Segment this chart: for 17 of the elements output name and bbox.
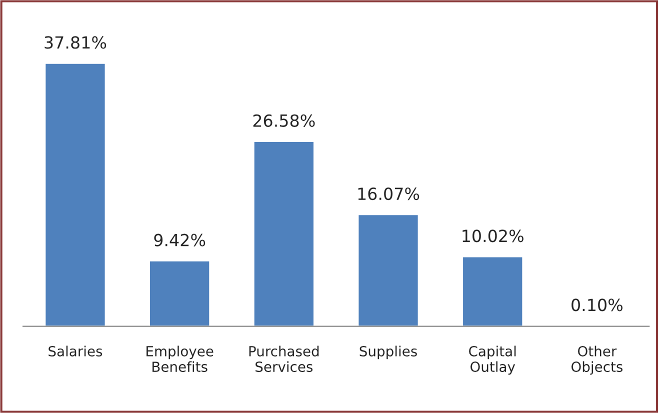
data-label: 0.10% bbox=[572, 298, 622, 312]
x-tick-label: Purchased Services bbox=[249, 346, 319, 372]
x-tick-label: Supplies bbox=[360, 346, 417, 360]
x-tick-label: Salaries bbox=[48, 346, 102, 356]
data-label: 10.02% bbox=[462, 230, 524, 242]
data-label: 16.07% bbox=[358, 187, 420, 200]
data-label: 26.58% bbox=[253, 114, 315, 127]
data-label: 37.81% bbox=[44, 36, 106, 49]
bar bbox=[44, 62, 106, 326]
x-tick-label: Employee Benefits bbox=[146, 346, 214, 372]
x-tick-label: Capital Outlay bbox=[469, 346, 516, 375]
bar bbox=[148, 260, 211, 326]
bar bbox=[252, 140, 315, 326]
x-tick-label: Other Objects bbox=[571, 346, 622, 375]
bar bbox=[462, 256, 524, 326]
bar bbox=[357, 214, 420, 326]
data-label: 9.42% bbox=[154, 234, 206, 246]
